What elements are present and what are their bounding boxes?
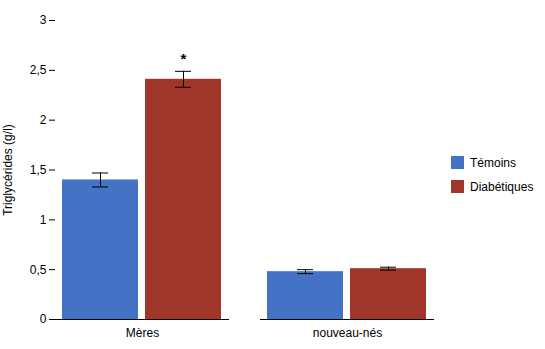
svg-text:2,5: 2,5 — [30, 63, 47, 77]
svg-text:*: * — [181, 50, 187, 67]
svg-text:2: 2 — [40, 113, 47, 127]
html-text:Diabétiques: Diabétiques — [470, 179, 534, 194]
svg-text:1,5: 1,5 — [30, 163, 47, 177]
svg-text:nouveau-nés: nouveau-nés — [313, 326, 382, 340]
svg-text:1: 1 — [40, 213, 47, 227]
svg-text:0,5: 0,5 — [30, 263, 47, 277]
svg-text:0: 0 — [40, 312, 47, 326]
svg-text:Mères: Mères — [126, 326, 159, 340]
html-text:Témoins: Témoins — [470, 155, 516, 170]
svg-text:3: 3 — [40, 13, 47, 27]
svg-text:Triglycérides (g/l): Triglycérides (g/l) — [1, 124, 15, 216]
